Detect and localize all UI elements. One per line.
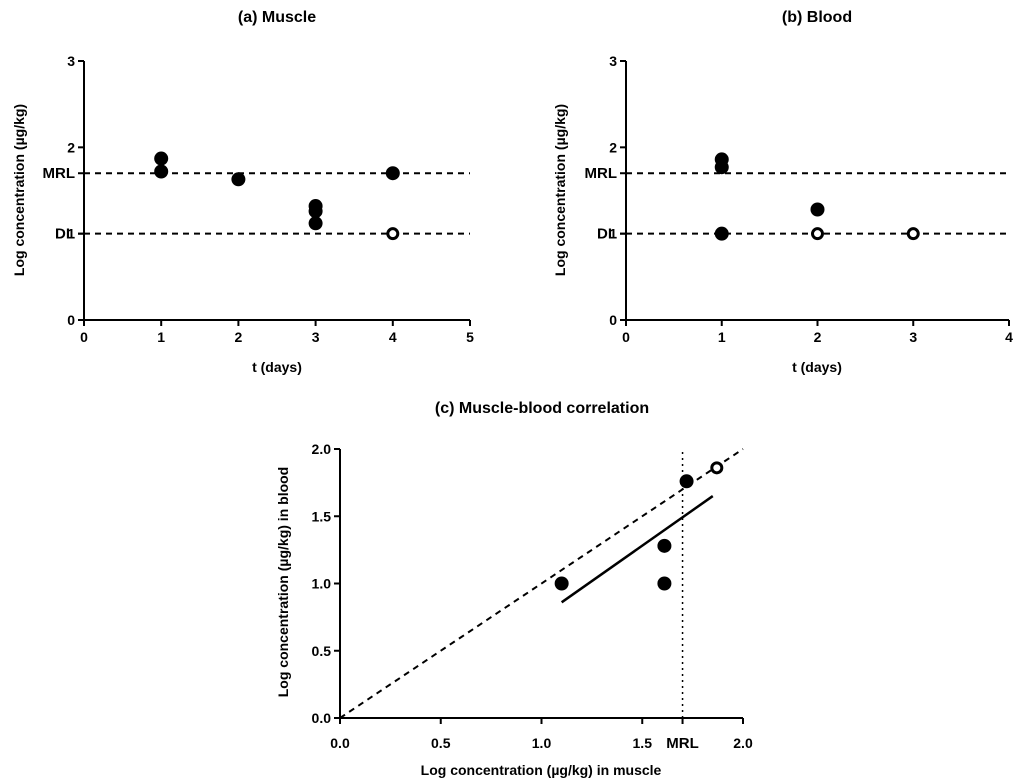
x-axis-label: t (days) — [252, 359, 302, 375]
reference-label-dl: DL — [55, 226, 75, 243]
data-point — [231, 172, 246, 187]
x-tick-label: 2 — [235, 329, 243, 345]
x-tick-label: 0.0 — [330, 735, 350, 751]
y-axis-label: Log concentration (µg/kg) — [552, 104, 568, 276]
x-tick-label: 1.5 — [633, 735, 653, 751]
y-axis-label: Log concentration (µg/kg) — [11, 104, 27, 276]
data-point — [554, 576, 569, 591]
y-tick-label: 3 — [609, 53, 617, 69]
chart-title: (b) Blood — [782, 9, 852, 26]
x-axis-label: Log concentration (µg/kg) in muscle — [421, 762, 662, 778]
data-point-open — [811, 227, 824, 241]
reference-label-mrl: MRL — [585, 165, 618, 182]
panel-blood: (b) Blood Log concentration (µg/kg) t (d… — [552, 9, 1013, 375]
x-tick-label: 2.0 — [733, 735, 753, 751]
y-tick-label: 1 — [609, 226, 617, 242]
y-tick-label: 1 — [67, 226, 75, 242]
y-tick-label: 3 — [67, 53, 75, 69]
data-point — [657, 576, 672, 591]
data-point — [714, 160, 729, 175]
y-tick-label: 1.5 — [312, 508, 332, 524]
x-tick-label: 4 — [1005, 329, 1013, 345]
y-tick-label: 2.0 — [312, 441, 332, 457]
data-point — [810, 202, 825, 217]
x-tick-label: 4 — [389, 329, 397, 345]
y-tick-label: 1.0 — [312, 576, 332, 592]
x-tick-label: 1 — [718, 329, 726, 345]
x-tick-label-mrl: MRL — [666, 735, 699, 752]
regression-line — [560, 495, 714, 604]
x-tick-label: 3 — [909, 329, 917, 345]
data-point — [308, 204, 323, 219]
x-tick-label: 0.5 — [431, 735, 451, 751]
data-point — [679, 474, 694, 489]
x-tick-label: 0 — [80, 329, 88, 345]
identity-line — [339, 448, 744, 719]
data-point — [154, 151, 169, 166]
y-tick-label: 0 — [609, 312, 617, 328]
data-point-open — [710, 461, 724, 475]
reference-label-mrl: MRL — [43, 165, 76, 182]
y-tick-label: 0.0 — [312, 710, 332, 726]
data-point — [385, 166, 400, 181]
x-tick-label: 0 — [622, 329, 630, 345]
y-tick-label: 0.5 — [312, 643, 332, 659]
x-tick-label: 3 — [312, 329, 320, 345]
panel-muscle: (a) Muscle Log concentration (µg/kg) t (… — [11, 9, 474, 375]
y-tick-label: 2 — [67, 139, 75, 155]
panel-correlation: (c) Muscle-blood correlation Log concent… — [275, 400, 753, 778]
x-tick-label: 1.0 — [532, 735, 552, 751]
data-point — [154, 164, 169, 179]
y-axis-label: Log concentration (µg/kg) in blood — [275, 467, 291, 698]
data-point — [714, 226, 729, 241]
chart-title: (c) Muscle-blood correlation — [435, 400, 649, 417]
data-point — [308, 216, 323, 231]
y-tick-label: 2 — [609, 139, 617, 155]
x-tick-label: 2 — [814, 329, 822, 345]
chart-title: (a) Muscle — [238, 9, 316, 26]
y-tick-label: 0 — [67, 312, 75, 328]
x-tick-label: 5 — [466, 329, 474, 345]
data-point — [657, 538, 672, 553]
x-axis-label: t (days) — [792, 359, 842, 375]
reference-label-dl: DL — [597, 226, 617, 243]
data-point-open — [906, 227, 920, 241]
data-point-open — [386, 227, 400, 241]
x-tick-label: 1 — [157, 329, 165, 345]
